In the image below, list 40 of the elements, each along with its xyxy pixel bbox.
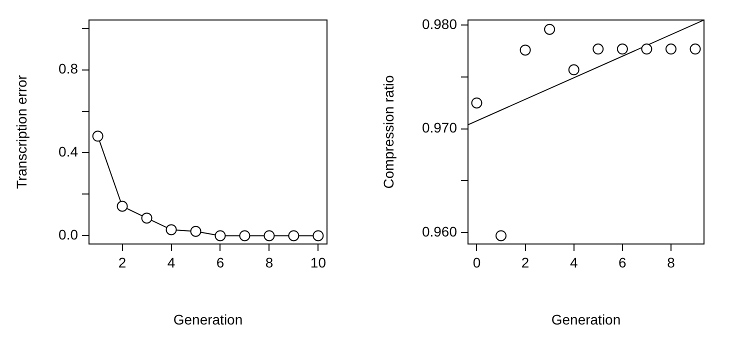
point <box>288 230 300 242</box>
point <box>116 200 128 212</box>
y-tick-label: 0.8 <box>58 60 78 77</box>
point <box>471 97 482 108</box>
x-tick-label: 2 <box>521 254 530 270</box>
point <box>92 130 104 142</box>
x-tick-label: 4 <box>570 254 578 270</box>
point <box>214 230 226 242</box>
point <box>616 44 628 55</box>
x-tick-label: 8 <box>265 254 274 270</box>
x-tick-label: 8 <box>667 254 676 270</box>
point <box>496 230 507 242</box>
point <box>665 44 676 55</box>
y-tick-label: 0.4 <box>58 144 78 160</box>
point <box>239 230 250 242</box>
x-axis-title: Generation <box>173 311 243 328</box>
point <box>592 44 604 55</box>
y-axis-title: Transcription error <box>13 74 30 189</box>
y-tick-label: 0.960 <box>422 223 458 240</box>
y-axis-title: Compression ratio <box>380 74 396 189</box>
x-tick-label: 4 <box>167 254 176 270</box>
point <box>312 230 324 242</box>
point <box>264 230 275 242</box>
point <box>690 44 701 55</box>
x-tick-label: 6 <box>618 254 627 270</box>
x-tick-label: 6 <box>216 254 224 270</box>
x-axis-title: Generation <box>551 311 621 328</box>
y-tick-label: 0.980 <box>422 16 458 32</box>
y-tick-label: 0.0 <box>58 226 78 243</box>
y-tick-label: 0.970 <box>422 120 458 136</box>
x-tick-label: 2 <box>118 254 126 270</box>
point <box>568 64 580 76</box>
point <box>641 44 652 55</box>
point <box>520 44 531 56</box>
point <box>190 226 202 237</box>
x-tick-label: 10 <box>310 254 326 270</box>
point <box>544 24 556 35</box>
point <box>166 224 177 236</box>
point <box>141 212 152 224</box>
x-tick-label: 0 <box>472 254 481 270</box>
